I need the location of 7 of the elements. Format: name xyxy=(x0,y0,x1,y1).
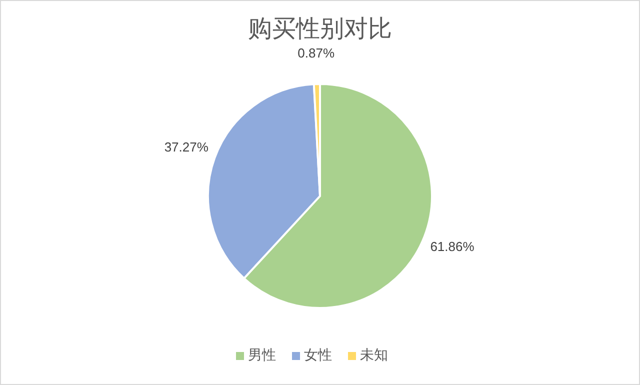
chart-title: 购买性别对比 xyxy=(248,15,392,42)
legend-label: 男性 xyxy=(248,346,276,363)
data-label: 61.86% xyxy=(430,239,475,254)
legend-label: 女性 xyxy=(304,346,332,363)
legend-label: 未知 xyxy=(360,346,388,363)
data-label: 37.27% xyxy=(164,139,209,154)
data-label: 0.87% xyxy=(298,45,335,60)
